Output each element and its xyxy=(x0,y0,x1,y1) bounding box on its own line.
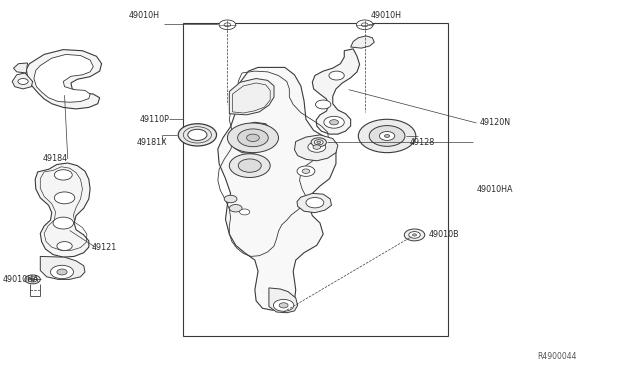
Polygon shape xyxy=(229,78,274,115)
Circle shape xyxy=(178,124,216,146)
Circle shape xyxy=(28,277,37,282)
Text: 49181X: 49181X xyxy=(137,138,167,147)
Circle shape xyxy=(358,119,416,153)
Circle shape xyxy=(279,303,288,308)
Bar xyxy=(182,23,448,336)
Circle shape xyxy=(306,198,324,208)
Circle shape xyxy=(329,71,344,80)
Circle shape xyxy=(31,278,35,280)
Circle shape xyxy=(314,140,323,145)
Text: 49010H: 49010H xyxy=(129,11,159,20)
Circle shape xyxy=(219,20,236,30)
Circle shape xyxy=(380,132,395,140)
Circle shape xyxy=(362,23,368,27)
Polygon shape xyxy=(34,54,93,102)
Circle shape xyxy=(330,120,339,125)
Text: 49121: 49121 xyxy=(92,243,117,251)
Circle shape xyxy=(57,269,67,275)
Circle shape xyxy=(409,232,420,238)
Circle shape xyxy=(237,129,268,147)
Text: 49110P: 49110P xyxy=(140,115,170,124)
Circle shape xyxy=(413,234,417,236)
Text: 49010HA: 49010HA xyxy=(3,275,39,284)
Polygon shape xyxy=(35,163,90,257)
Circle shape xyxy=(224,195,237,203)
Circle shape xyxy=(229,205,242,212)
Circle shape xyxy=(369,126,405,146)
Circle shape xyxy=(308,142,326,152)
Circle shape xyxy=(53,217,74,229)
Circle shape xyxy=(385,135,390,137)
Circle shape xyxy=(238,159,261,172)
Circle shape xyxy=(57,241,72,250)
Polygon shape xyxy=(269,288,298,313)
Circle shape xyxy=(324,116,344,128)
Circle shape xyxy=(313,145,321,149)
Circle shape xyxy=(404,229,425,241)
Polygon shape xyxy=(294,135,338,161)
Circle shape xyxy=(317,141,321,143)
Circle shape xyxy=(54,170,72,180)
Polygon shape xyxy=(218,67,336,310)
Text: 49184: 49184 xyxy=(42,154,67,163)
Circle shape xyxy=(227,123,278,153)
Circle shape xyxy=(356,20,373,30)
Polygon shape xyxy=(40,256,85,279)
Circle shape xyxy=(239,209,250,215)
Circle shape xyxy=(246,134,259,141)
Circle shape xyxy=(18,78,28,84)
Circle shape xyxy=(302,169,310,173)
Polygon shape xyxy=(232,122,274,153)
Circle shape xyxy=(229,154,270,177)
Circle shape xyxy=(51,265,74,279)
Circle shape xyxy=(54,192,75,204)
Polygon shape xyxy=(12,73,33,89)
Circle shape xyxy=(188,129,207,140)
Polygon shape xyxy=(351,36,374,48)
Circle shape xyxy=(311,138,326,147)
Text: 49010B: 49010B xyxy=(429,230,459,240)
Text: 49010H: 49010H xyxy=(371,11,402,20)
Circle shape xyxy=(297,166,315,176)
Polygon shape xyxy=(312,49,360,134)
Text: 49128: 49128 xyxy=(410,138,435,147)
Text: 49120N: 49120N xyxy=(479,119,511,128)
Circle shape xyxy=(273,299,294,311)
Circle shape xyxy=(224,23,231,27)
Circle shape xyxy=(316,100,331,109)
Polygon shape xyxy=(297,193,332,213)
Text: R4900044: R4900044 xyxy=(537,352,577,361)
Text: 49010HA: 49010HA xyxy=(476,185,513,194)
Polygon shape xyxy=(13,63,28,73)
Circle shape xyxy=(25,275,40,284)
Polygon shape xyxy=(26,49,102,109)
